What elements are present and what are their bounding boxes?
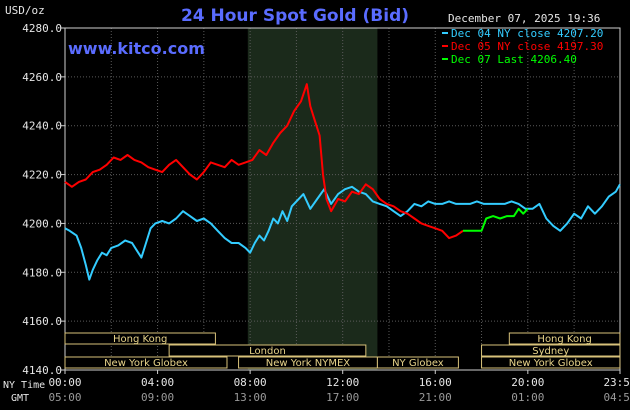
y-tick-label: 4280.0	[22, 22, 62, 35]
legend-entry: Dec 07 Last 4206.40	[451, 53, 577, 66]
x-axis-label-ny: NY Time	[3, 380, 45, 391]
series-line	[64, 83, 464, 240]
session-label: Hong Kong	[537, 334, 591, 345]
legend-entry: Dec 04 NY close 4207.20	[451, 27, 603, 40]
x-tick-label-gmt: 17:00	[326, 391, 359, 404]
legend-entry: Dec 05 NY close 4197.30	[451, 40, 603, 53]
x-tick-label-ny: 04:00	[141, 376, 174, 389]
x-tick-label-ny: 12:00	[326, 376, 359, 389]
series-line	[64, 183, 621, 281]
session-box	[481, 356, 621, 369]
session-label: NY Globex	[392, 358, 444, 369]
x-axis-label-gmt: GMT	[11, 393, 29, 404]
y-tick-label: 4140.0	[22, 364, 62, 377]
series-lines	[64, 83, 621, 281]
session-label: Hong Kong	[113, 334, 167, 345]
y-tick-label: 4200.0	[22, 217, 62, 230]
y-tick-label: 4260.0	[22, 71, 62, 84]
x-tick-label-ny: 16:00	[419, 376, 452, 389]
session-label: New York Globex	[509, 358, 593, 369]
x-tick-label-gmt: 13:00	[234, 391, 267, 404]
session-box	[168, 344, 367, 357]
y-axis-label: USD/oz	[5, 4, 45, 17]
x-axis-ticks: 00:00 04:00 08:00 12:00 16:00 20:00 23:59 05:00…	[48, 370, 630, 404]
x-tick-label-ny: 23:59	[603, 376, 630, 389]
x-tick-label-gmt: 21:00	[419, 391, 452, 404]
session-label: London	[249, 346, 286, 357]
y-tick-label: 4220.0	[22, 169, 62, 182]
y-tick-label: 4160.0	[22, 315, 62, 328]
session-box	[481, 344, 621, 357]
y-tick-label: 4240.0	[22, 120, 62, 133]
session-box	[376, 356, 459, 369]
x-tick-label-ny: 20:00	[511, 376, 544, 389]
x-tick-label-gmt: 09:00	[141, 391, 174, 404]
x-tick-label-gmt: 04:59	[603, 391, 630, 404]
chart-title: 24 Hour Spot Gold (Bid)	[181, 6, 409, 26]
x-tick-label-ny: 00:00	[48, 376, 81, 389]
x-tick-label-gmt: 01:00	[511, 391, 544, 404]
y-tick-label: 4180.0	[22, 266, 62, 279]
x-tick-label-ny: 08:00	[234, 376, 267, 389]
session-box	[64, 332, 216, 345]
x-tick-label-gmt: 05:00	[48, 391, 81, 404]
site-url: www.kitco.com	[68, 39, 205, 58]
session-label: New York NYMEX	[266, 358, 351, 369]
session-label: New York Globex	[104, 358, 188, 369]
nymex-highlight-band	[247, 28, 378, 370]
session-box	[64, 356, 228, 369]
session-label: Sydney	[532, 346, 569, 357]
date-timestamp: December 07, 2025 19:36	[448, 12, 600, 25]
y-axis-ticks: 4280.0 4260.0 4240.0 4220.0 4200.0 4180.0 4160…	[22, 22, 65, 377]
series-line	[463, 207, 529, 232]
session-box	[508, 332, 621, 345]
